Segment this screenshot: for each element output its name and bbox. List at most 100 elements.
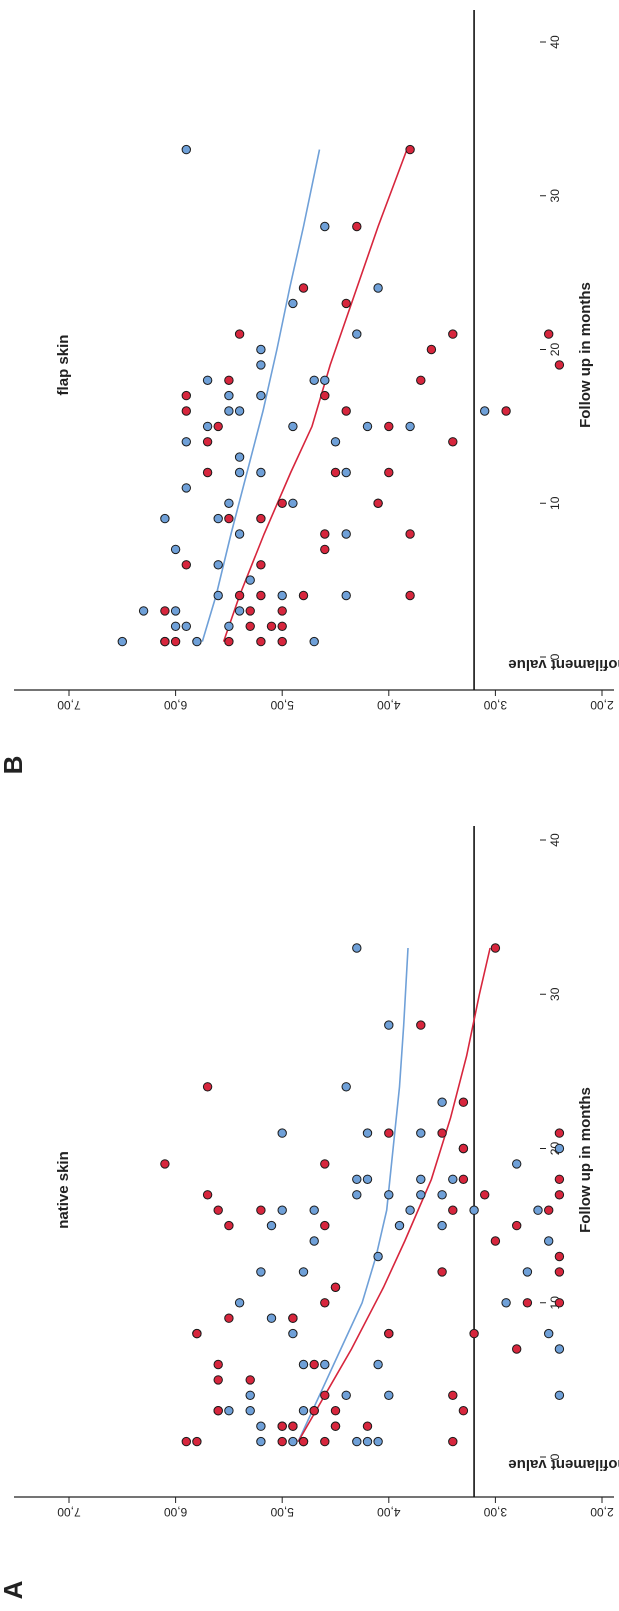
y-tick-label: 3,00 [483,698,507,712]
blue-data-point [234,452,245,462]
red-data-point [341,406,351,416]
blue-data-point [298,1406,309,1416]
y-tick-label: 7,00 [57,1505,81,1519]
blue-data-point [373,283,383,293]
red-fit-line [222,149,408,642]
blue-data-point [256,1267,266,1277]
blue-data-point [224,390,234,401]
red-data-point [277,636,287,647]
blue-data-point [544,1236,554,1246]
red-data-point [554,1267,565,1277]
blue-data-point [213,560,223,570]
red-data-point [213,421,223,432]
red-data-point [554,360,565,370]
blue-data-point [416,1174,426,1185]
blue-data-point [309,1236,319,1246]
blue-data-point [256,360,266,370]
red-data-point [373,498,383,508]
blue-data-point [437,1220,447,1231]
blue-data-point [533,1205,543,1215]
blue-data-point [384,1190,394,1200]
red-data-point [256,513,266,524]
red-data-point [448,1436,458,1447]
red-data-point [469,1328,479,1339]
blue-data-point [362,421,373,432]
red-data-point [480,1190,490,1200]
y-tick-label: 4,00 [377,698,401,712]
blue-fit-line [201,149,321,642]
red-data-point [160,606,170,616]
red-data-point [224,375,234,385]
red-data-point [181,560,192,570]
panel-letter: A [0,1580,28,1599]
red-data-point [298,590,309,601]
red-data-point [448,1390,458,1401]
y-tick-label: 4,00 [377,1505,401,1519]
blue-data-point [309,375,319,385]
blue-data-point [544,1328,554,1339]
blue-data-point [341,1082,351,1092]
red-data-point [362,1421,373,1431]
red-data-point [554,1251,565,1262]
red-data-point [256,636,266,647]
blue-data-point [224,498,234,508]
blue-data-point [341,467,351,478]
blue-data-point [416,1190,426,1200]
red-data-point [330,467,341,478]
red-data-point [288,1421,298,1431]
red-data-point [213,1205,223,1215]
red-data-point [234,590,245,601]
red-data-point [458,1097,469,1107]
blue-data-point [330,437,341,447]
blue-data-point [256,467,266,478]
red-data-point [501,406,511,416]
blue-data-point [341,590,351,601]
red-data-point [437,1267,447,1277]
blue-data-point [256,1421,266,1431]
blue-data-point [234,529,245,539]
blue-data-point [181,144,192,155]
x-tick-label: 40 [548,833,562,847]
blue-data-point [245,575,255,585]
red-data-point [288,1313,298,1323]
red-data-point [213,1359,223,1370]
red-data-point [320,1159,330,1169]
blue-data-point [352,329,362,339]
blue-data-point [480,406,490,416]
red-data-point [181,1436,192,1447]
red-data-point [458,1174,469,1185]
red-data-point [224,1313,234,1323]
red-data-point [490,943,501,953]
red-data-point [202,1190,213,1200]
x-axis-title: Follow up in months [577,1087,594,1233]
red-data-point [384,1328,394,1339]
blue-data-point [352,1436,362,1447]
red-data-point [384,421,394,432]
y-tick-label: 6,00 [164,698,188,712]
blue-data-point [320,1359,330,1370]
y-tick-label: 5,00 [270,1505,294,1519]
blue-data-point [224,621,234,631]
blue-data-point [224,406,234,416]
red-data-point [554,1298,565,1308]
red-data-point [160,1159,170,1169]
blue-data-point [170,621,181,631]
red-data-point [320,1220,330,1231]
blue-data-point [405,421,415,432]
blue-data-point [234,406,245,416]
red-data-point [320,544,330,555]
red-data-point [490,1236,501,1246]
blue-data-point [352,1190,362,1200]
red-data-point [202,437,213,447]
blue-data-point [405,1205,415,1215]
blue-fit-line [297,947,409,1442]
red-data-point [256,560,266,570]
red-data-point [544,1205,554,1215]
red-data-point [224,513,234,524]
red-data-point [298,283,309,293]
red-data-point [234,329,245,339]
red-data-point [245,1375,255,1385]
blue-data-point [373,1251,383,1262]
blue-data-point [138,606,149,616]
blue-data-point [298,1359,309,1370]
